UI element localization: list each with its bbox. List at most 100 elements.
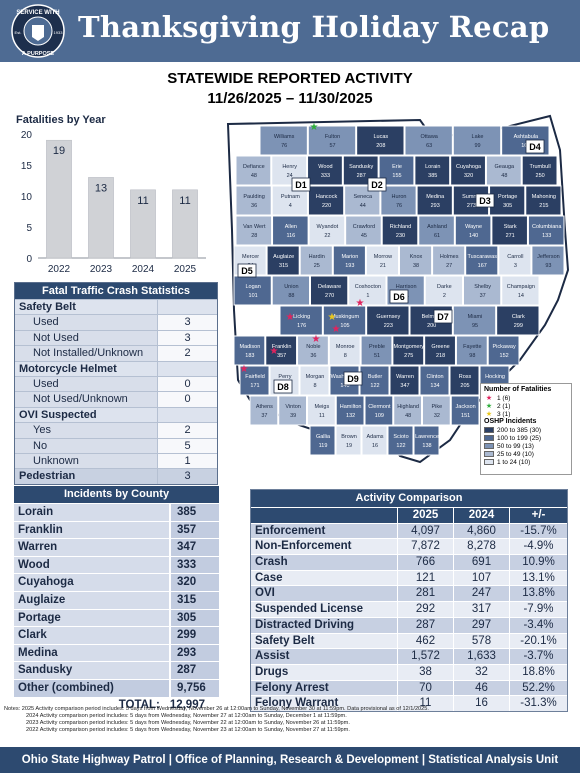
county-shape bbox=[265, 335, 298, 366]
county-name-label: Madison bbox=[239, 344, 260, 350]
county-shape bbox=[359, 365, 390, 396]
activity-change: -31.3% bbox=[509, 696, 567, 711]
county-shape bbox=[452, 305, 497, 336]
activity-change: -4.9% bbox=[509, 539, 567, 555]
county-row: Franklin 357 bbox=[14, 520, 219, 539]
county-count-label: 38 bbox=[413, 263, 419, 269]
crash-stat-row: No 5 bbox=[15, 437, 217, 453]
county-name-label: Greene bbox=[431, 344, 449, 350]
star-icon: ★ bbox=[485, 395, 493, 402]
legend-range-row: 50 to 99 (13) bbox=[484, 442, 568, 450]
crash-stat-label: Motorcycle Helmet bbox=[15, 361, 157, 376]
activity-change: -7.9% bbox=[509, 602, 567, 617]
county-shape bbox=[328, 335, 361, 366]
activity-2024: 107 bbox=[453, 570, 509, 586]
county-name-label: Mercer bbox=[242, 254, 259, 260]
district-label: D8 bbox=[277, 382, 289, 392]
county-name-label: Williams bbox=[274, 134, 295, 140]
county-shape bbox=[489, 185, 526, 216]
county-shape bbox=[233, 275, 272, 306]
county-count-label: 14 bbox=[518, 293, 524, 299]
district-label: D3 bbox=[479, 196, 491, 206]
district-box bbox=[291, 177, 311, 192]
header-banner: SERVICE WITH A PURPOSE Est. 1933 Thanksg… bbox=[0, 0, 580, 62]
crash-stat-value bbox=[157, 407, 217, 423]
county-count-label: 48 bbox=[501, 173, 507, 179]
activity-row: Felony Warrant 11 16 -31.3% bbox=[251, 695, 567, 711]
county-count: 305 bbox=[169, 609, 219, 627]
county-shape bbox=[485, 155, 522, 186]
county-count-label: 134 bbox=[430, 383, 439, 389]
activity-change: -20.1% bbox=[509, 633, 567, 649]
x-tick-label: 2022 bbox=[48, 264, 71, 275]
county-name-label: Preble bbox=[369, 344, 385, 350]
star-icon: ★ bbox=[356, 298, 365, 309]
star-icon: ★ bbox=[485, 411, 493, 418]
note-line: 2023 Activity comparison period includes… bbox=[26, 720, 350, 726]
activity-row: Assist 1,572 1,633 -3.7% bbox=[251, 648, 567, 664]
activity-2024: 32 bbox=[453, 664, 509, 680]
activity-2024: 317 bbox=[453, 602, 509, 617]
county-name-label: Paulding bbox=[243, 194, 264, 200]
county-count-label: 2 bbox=[443, 293, 446, 299]
star-icon: ★ bbox=[270, 346, 279, 357]
activity-2024: 297 bbox=[453, 617, 509, 633]
activity-2025: 766 bbox=[397, 555, 453, 570]
county-shape bbox=[278, 395, 307, 426]
county-name-label: Athens bbox=[256, 404, 273, 410]
county-name: Warren bbox=[14, 539, 169, 556]
activity-change: -3.7% bbox=[509, 649, 567, 664]
badge-icon: SERVICE WITH A PURPOSE Est. 1933 bbox=[11, 4, 65, 58]
county-name-label: Guernsey bbox=[376, 314, 400, 320]
district-box bbox=[475, 193, 495, 208]
county-shape bbox=[450, 155, 486, 186]
activity-2024: 247 bbox=[453, 586, 509, 602]
county-shape bbox=[364, 395, 394, 426]
county-name-label: Vinton bbox=[285, 404, 301, 410]
county-count-label: 25 bbox=[314, 263, 320, 269]
district-box bbox=[273, 379, 293, 394]
legend-swatch bbox=[484, 427, 494, 433]
county-count-label: 133 bbox=[542, 233, 551, 239]
county-shape bbox=[361, 425, 388, 456]
county-count: 287 bbox=[169, 662, 219, 679]
activity-header-row: 2025 2024 +/- bbox=[251, 507, 567, 523]
activity-header-label bbox=[251, 508, 397, 523]
activity-change: 13.8% bbox=[509, 586, 567, 602]
county-shape bbox=[404, 125, 453, 156]
star-icon: ★ bbox=[312, 334, 321, 345]
activity-row: Crash 766 691 10.9% bbox=[251, 554, 567, 570]
legend-range-label: 50 to 99 (13) bbox=[497, 442, 534, 450]
county-count-label: 3 bbox=[514, 263, 517, 269]
county-name-label: Trumbull bbox=[530, 164, 551, 170]
county-count-label: 36 bbox=[251, 203, 257, 209]
x-tick-label: 2023 bbox=[90, 264, 113, 275]
county-count-label: 220 bbox=[322, 203, 331, 209]
county-count-label: 8 bbox=[344, 353, 347, 359]
district-label: D2 bbox=[371, 180, 383, 190]
county-count-label: 24 bbox=[287, 173, 293, 179]
county-name: Clark bbox=[14, 627, 169, 644]
crash-stat-value: 3 bbox=[157, 330, 217, 346]
county-shape bbox=[235, 185, 272, 216]
county-count-label: 95 bbox=[472, 323, 478, 329]
county-name-label: Shelby bbox=[474, 284, 491, 290]
county-name-label: Muskingum bbox=[331, 314, 360, 320]
county-count-label: 8 bbox=[313, 383, 316, 389]
county-count-label: 193 bbox=[345, 263, 354, 269]
county-count-label: 122 bbox=[396, 443, 405, 449]
crash-stat-label: Used bbox=[15, 376, 157, 392]
county-name-label: Morrow bbox=[374, 254, 392, 260]
county-shape bbox=[233, 335, 266, 366]
county-name: Medina bbox=[14, 644, 169, 662]
x-tick-label: 2025 bbox=[174, 264, 197, 275]
county-name-label: Fulton bbox=[325, 134, 340, 140]
activity-row: OVI 281 247 13.8% bbox=[251, 585, 567, 602]
county-name: Other (combined) bbox=[14, 679, 169, 697]
activity-label: Case bbox=[255, 571, 283, 584]
star-icon: ★ bbox=[240, 364, 249, 375]
county-name-label: Wood bbox=[318, 164, 332, 170]
report-heading: STATEWIDE REPORTED ACTIVITY bbox=[167, 70, 413, 87]
crash-stat-label: Yes bbox=[15, 423, 157, 438]
county-name-label: Licking bbox=[293, 314, 310, 320]
